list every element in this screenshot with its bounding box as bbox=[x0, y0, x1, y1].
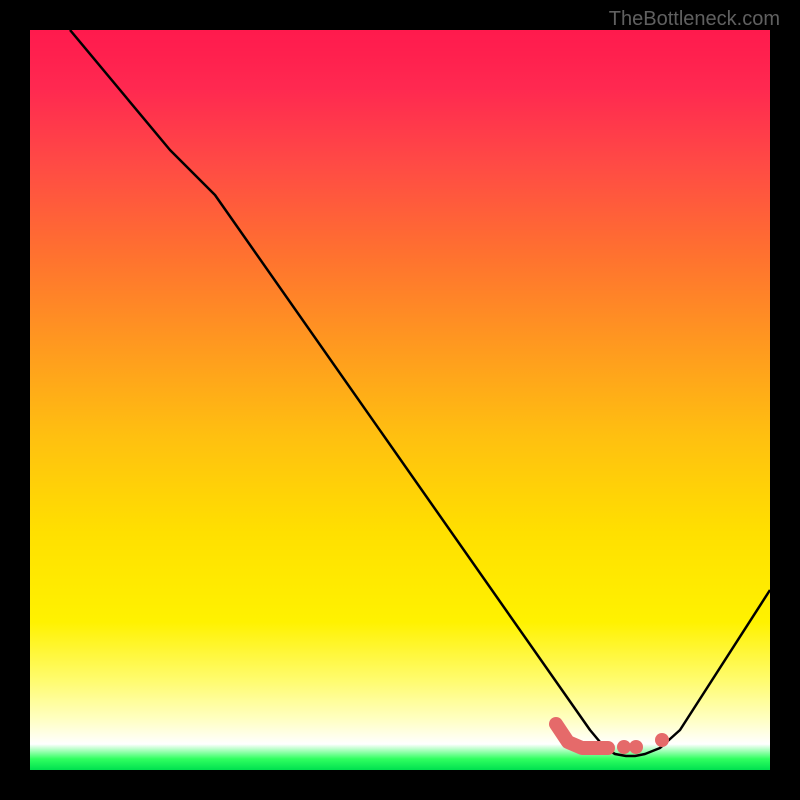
watermark-text: TheBottleneck.com bbox=[609, 8, 780, 31]
plot-area bbox=[30, 30, 770, 770]
marker-series bbox=[30, 30, 770, 770]
